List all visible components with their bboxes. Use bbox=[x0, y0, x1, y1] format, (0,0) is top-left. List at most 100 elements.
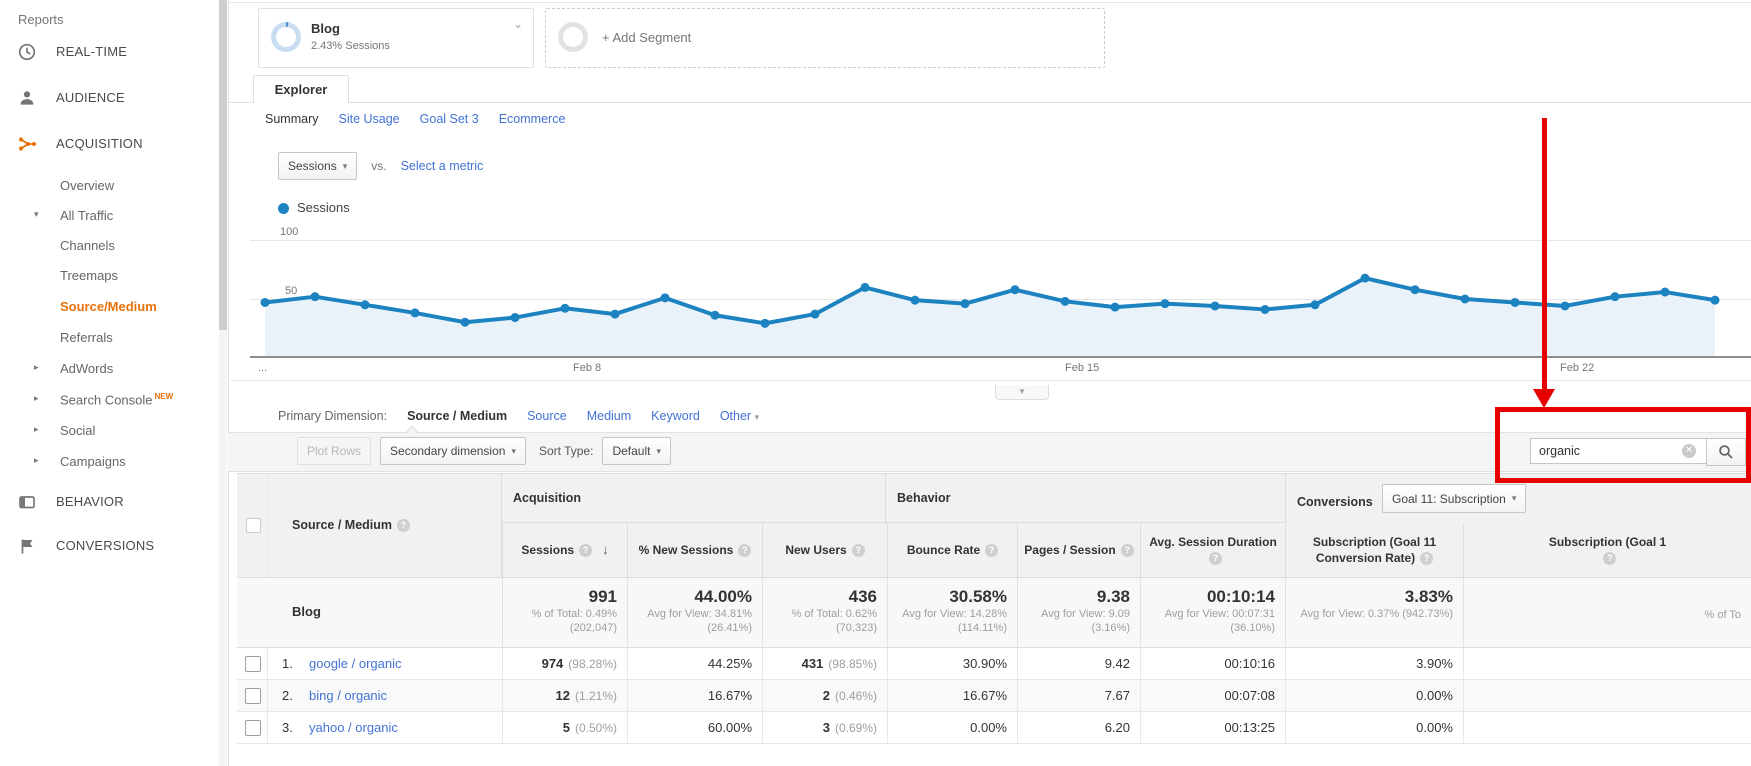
table-search-input[interactable] bbox=[1530, 438, 1707, 464]
data-point[interactable] bbox=[1160, 299, 1170, 309]
summary-subtext: (70,323) bbox=[836, 622, 877, 634]
subtab-summary[interactable]: Summary bbox=[265, 112, 319, 126]
row-checkbox[interactable] bbox=[245, 656, 261, 672]
search-button[interactable] bbox=[1706, 438, 1746, 466]
flag-icon bbox=[17, 536, 37, 556]
plot-rows-button[interactable]: Plot Rows bbox=[297, 437, 372, 465]
sessions-line-chart[interactable] bbox=[237, 230, 1751, 360]
chevron-down-icon[interactable]: ⌄ bbox=[512, 17, 523, 31]
sidebar-item-channels[interactable]: Channels bbox=[60, 238, 115, 253]
row-checkbox[interactable] bbox=[245, 720, 261, 736]
column-header-bounce-rate[interactable]: Bounce Rate? bbox=[887, 523, 1017, 578]
table-row: 1. google / organic 974 (98.28%) 44.25% 431 (9… bbox=[237, 648, 1751, 680]
sidebar-item-all-traffic[interactable]: ▾ All Traffic bbox=[34, 208, 114, 223]
tab-explorer[interactable]: Explorer bbox=[253, 75, 349, 103]
summary-subtext: % of To bbox=[1704, 609, 1742, 621]
dimension-source-medium[interactable]: Source / Medium bbox=[407, 409, 508, 423]
data-point[interactable] bbox=[1110, 302, 1120, 312]
data-point[interactable] bbox=[710, 310, 720, 320]
dimension-medium[interactable]: Medium bbox=[586, 409, 632, 423]
sidebar-item-overview[interactable]: Overview bbox=[60, 178, 115, 193]
data-point[interactable] bbox=[810, 309, 820, 319]
sidebar-item-search-console[interactable]: ▸ Search Console NEW bbox=[34, 392, 174, 408]
data-point[interactable] bbox=[510, 313, 520, 323]
data-point[interactable] bbox=[560, 303, 570, 313]
person-icon bbox=[17, 88, 37, 108]
data-point[interactable] bbox=[1210, 301, 1220, 311]
data-point[interactable] bbox=[1260, 304, 1270, 314]
source-medium-link[interactable]: google / organic bbox=[309, 656, 402, 671]
sidebar-item-acquisition[interactable]: ACQUISITION bbox=[0, 134, 220, 158]
data-point[interactable] bbox=[410, 308, 420, 318]
sidebar-item-behavior[interactable]: BEHAVIOR bbox=[0, 492, 220, 516]
dimension-other-dropdown[interactable]: Other ▾ bbox=[719, 409, 760, 423]
sort-type-dropdown[interactable]: Default ▾ bbox=[602, 437, 672, 465]
sidebar-item-audience[interactable]: AUDIENCE bbox=[0, 88, 220, 112]
sidebar-item-adwords[interactable]: ▸ AdWords bbox=[34, 361, 114, 376]
data-point[interactable] bbox=[360, 300, 370, 310]
column-header-pages-session[interactable]: Pages / Session? bbox=[1017, 523, 1140, 578]
subtab-ecommerce[interactable]: Ecommerce bbox=[498, 112, 566, 126]
x-tick-start: ... bbox=[258, 362, 268, 374]
subtab-site-usage[interactable]: Site Usage bbox=[338, 112, 400, 126]
sidebar-item-treemaps[interactable]: Treemaps bbox=[60, 268, 119, 283]
data-point[interactable] bbox=[1560, 301, 1570, 311]
collapse-chart-button[interactable]: ▼ bbox=[995, 385, 1049, 400]
data-point[interactable] bbox=[960, 299, 970, 309]
data-point[interactable] bbox=[1660, 287, 1670, 297]
help-icon[interactable]: ? bbox=[397, 519, 411, 532]
sidebar-scrollbar-thumb[interactable] bbox=[219, 0, 227, 330]
secondary-dimension-button[interactable]: Secondary dimension ▾ bbox=[380, 437, 526, 465]
select-a-metric-link[interactable]: Select a metric bbox=[400, 159, 484, 173]
chevron-right-icon: ▸ bbox=[34, 455, 39, 465]
data-point[interactable] bbox=[310, 292, 320, 302]
data-point[interactable] bbox=[660, 293, 670, 303]
column-header-new-users[interactable]: New Users? bbox=[762, 523, 887, 578]
data-point[interactable] bbox=[860, 282, 870, 292]
sidebar-item-conversions[interactable]: CONVERSIONS bbox=[0, 536, 220, 560]
data-point[interactable] bbox=[1010, 285, 1020, 295]
data-point[interactable] bbox=[1060, 296, 1070, 306]
select-all-checkbox[interactable] bbox=[246, 518, 261, 533]
column-header-new-sessions[interactable]: % New Sessions? bbox=[627, 523, 762, 578]
source-medium-link[interactable]: yahoo / organic bbox=[309, 720, 398, 735]
sidebar-scrollbar-track[interactable] bbox=[219, 0, 227, 766]
data-point[interactable] bbox=[1610, 292, 1620, 302]
summary-metric-cell: 9.38 Avg for View: 9.09 (3.16%) bbox=[1017, 578, 1140, 648]
column-header-avg-session-duration[interactable]: Avg. Session Duration? bbox=[1140, 523, 1285, 578]
data-point[interactable] bbox=[1410, 285, 1420, 295]
clear-search-icon[interactable]: ✕ bbox=[1682, 444, 1696, 458]
metric-cell: 44.25% bbox=[627, 648, 762, 680]
active-segment-card[interactable]: Blog 2.43% Sessions ⌄ bbox=[258, 8, 534, 68]
sidebar-item-source-medium[interactable]: Source/Medium bbox=[60, 299, 157, 314]
data-point[interactable] bbox=[910, 295, 920, 305]
add-segment-card[interactable]: + Add Segment bbox=[545, 8, 1105, 68]
col-divider bbox=[267, 712, 268, 744]
row-checkbox[interactable] bbox=[245, 688, 261, 704]
metric-dropdown-button[interactable]: Sessions ▾ bbox=[278, 152, 358, 180]
data-point[interactable] bbox=[1360, 273, 1370, 283]
sidebar-item-social[interactable]: ▸ Social bbox=[34, 423, 96, 438]
data-point[interactable] bbox=[760, 318, 770, 328]
column-header-subscription-goal11[interactable]: Subscription (Goal 11 Conversion Rate)? bbox=[1285, 523, 1463, 578]
sidebar-item-referrals[interactable]: Referrals bbox=[60, 330, 113, 345]
sidebar-item-campaigns[interactable]: ▸ Campaigns bbox=[34, 454, 126, 469]
dimension-keyword[interactable]: Keyword bbox=[651, 409, 700, 423]
column-header-subscription-goal1[interactable]: Subscription (Goal 1? bbox=[1463, 523, 1751, 578]
subtab-goal-set-3[interactable]: Goal Set 3 bbox=[419, 112, 479, 126]
data-point[interactable] bbox=[610, 309, 620, 319]
data-point[interactable] bbox=[460, 317, 470, 327]
sidebar-item-real-time[interactable]: REAL-TIME bbox=[0, 42, 220, 66]
goal-selector-dropdown[interactable]: Goal 11: Subscription ▾ bbox=[1382, 484, 1527, 513]
data-point[interactable] bbox=[1460, 294, 1470, 304]
data-point[interactable] bbox=[1510, 297, 1520, 307]
data-point[interactable] bbox=[1710, 295, 1720, 305]
cell-value: 3 bbox=[822, 720, 830, 735]
data-point[interactable] bbox=[260, 297, 270, 307]
x-axis-line bbox=[250, 356, 1751, 358]
source-medium-link[interactable]: bing / organic bbox=[309, 688, 388, 703]
data-point[interactable] bbox=[1310, 300, 1320, 310]
column-header-sessions[interactable]: Sessions? ↓ bbox=[502, 523, 627, 578]
dimension-source[interactable]: Source bbox=[527, 409, 567, 423]
sidebar: Reports REAL-TIME AUDIENCE ACQUISITION O… bbox=[0, 0, 229, 766]
